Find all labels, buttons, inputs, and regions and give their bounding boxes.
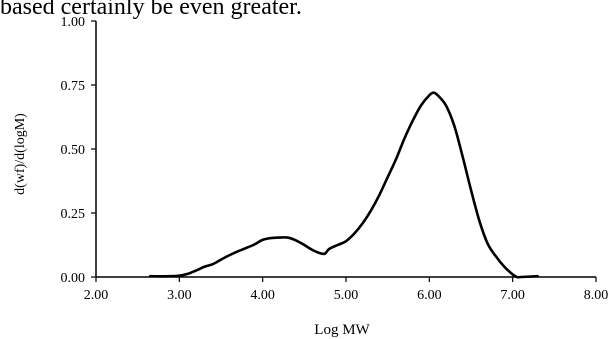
y-axis-label: d(wf)/d(logM) [13, 113, 28, 195]
y-tick-label: 1.00 [61, 15, 86, 30]
chart-series [148, 91, 539, 279]
x-axis-label: Log MW [314, 322, 370, 338]
x-tick-label: 7.00 [500, 288, 525, 303]
chart-ticks [91, 20, 597, 282]
chart-tick-labels: 2.00 3.00 4.00 5.00 6.00 7.00 8.00 0.00 0.25 0.50… [61, 15, 609, 303]
page-top-text: based certainly be even greater. [0, 0, 302, 20]
chart-axes [95, 21, 596, 278]
x-tick-label: 2.00 [84, 288, 109, 303]
y-tick-label: 0.00 [61, 271, 86, 286]
x-tick-label: 3.00 [167, 288, 192, 303]
series-line [148, 91, 539, 279]
x-tick-label: 6.00 [417, 288, 442, 303]
y-tick-label: 0.75 [61, 79, 86, 94]
y-tick-label: 0.50 [61, 143, 86, 158]
x-tick-label: 4.00 [250, 288, 275, 303]
x-tick-label: 5.00 [334, 288, 359, 303]
x-tick-label: 8.00 [584, 288, 609, 303]
y-tick-label: 0.25 [61, 207, 86, 222]
